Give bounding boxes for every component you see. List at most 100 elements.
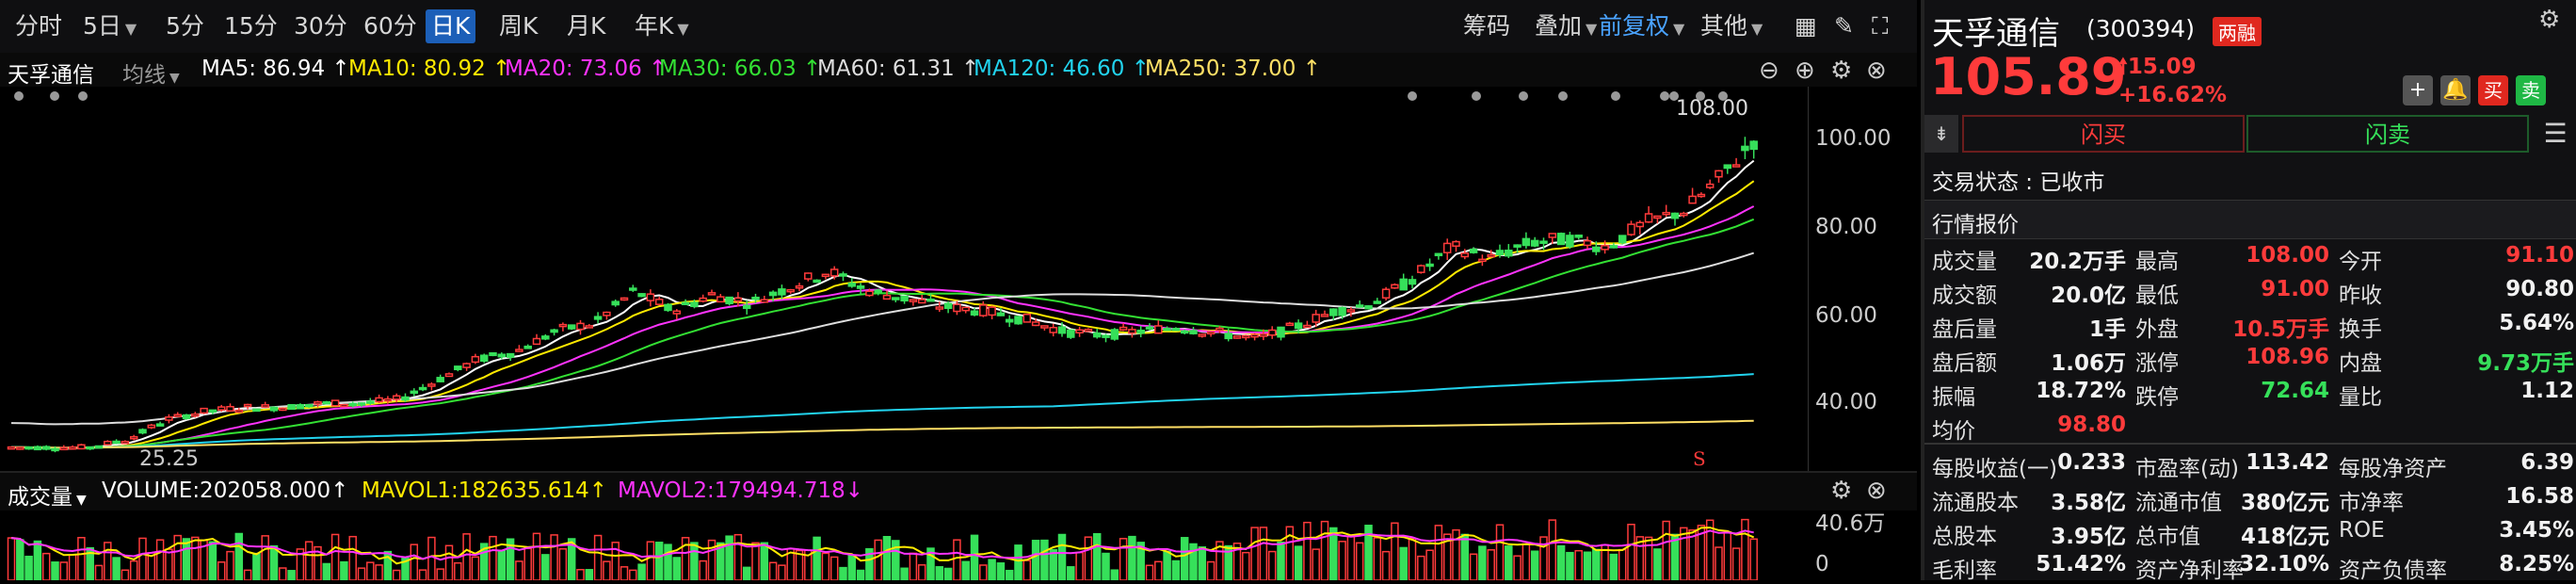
adjust-forward-button[interactable]: 前复权 ▼: [1593, 9, 1690, 43]
candle-body: [637, 293, 646, 298]
add-watchlist-icon[interactable]: +: [2403, 75, 2433, 105]
candle-body: [1267, 329, 1277, 336]
volume-bar: [1460, 533, 1470, 580]
volume-bar: [813, 536, 821, 580]
event-marker-dot[interactable]: [1408, 91, 1417, 101]
volume-bar: [541, 554, 550, 580]
period-week-k[interactable]: 周K: [499, 12, 539, 40]
volume-y-top: 40.6万: [1815, 511, 1886, 536]
candle-body: [252, 408, 261, 413]
zoom-in-icon[interactable]: ⊕: [1795, 57, 1815, 85]
panel-settings-icon[interactable]: ⚙: [2538, 6, 2561, 34]
candle-body: [471, 355, 480, 364]
period-5day[interactable]: 5日 ▼: [77, 9, 142, 43]
candlestick-chart[interactable]: 108.00 25.25 S: [0, 87, 1808, 471]
event-marker-dot[interactable]: [1558, 91, 1568, 101]
volume-label: 成交量: [8, 485, 72, 510]
event-marker-dot[interactable]: [1611, 91, 1620, 101]
flash-buy-button[interactable]: 闪买: [1962, 115, 2245, 153]
chips-button[interactable]: 筹码: [1463, 12, 1511, 40]
ma20-label: MA20: 73.06 ↑: [505, 57, 668, 81]
quote-value: 10.5万手: [2232, 317, 2329, 342]
ma-line-120: [10, 373, 1754, 449]
volume-bar: [1399, 546, 1408, 580]
volume-bar: [392, 569, 401, 580]
zoom-out-icon[interactable]: ⊖: [1759, 57, 1779, 85]
candle-body: [226, 405, 234, 412]
event-marker-dot[interactable]: [1718, 91, 1728, 101]
ma250-label: MA250: 37.00 ↑: [1145, 57, 1321, 81]
candle-body: [1092, 332, 1102, 338]
candle-body: [279, 407, 287, 412]
quote-value: 91.10: [2505, 243, 2574, 268]
volume-bar: [637, 563, 646, 580]
event-marker-dot[interactable]: [50, 91, 59, 101]
candle-body: [16, 446, 24, 450]
indicator-select[interactable]: 均线 ▼: [122, 57, 180, 89]
close-icon[interactable]: ⊗: [1866, 57, 1887, 85]
candle-body: [1067, 329, 1075, 338]
candle-body: [1145, 326, 1154, 330]
volume-bar: [1216, 541, 1224, 580]
event-marker-dot[interactable]: [1660, 91, 1669, 101]
volume-close-icon[interactable]: ⊗: [1866, 477, 1887, 505]
other-button[interactable]: 其他 ▼: [1695, 9, 1768, 43]
volume-bar: [68, 554, 77, 580]
candle-body: [1460, 252, 1470, 258]
menu-icon[interactable]: ☰: [2543, 118, 2568, 149]
candle-body: [988, 306, 996, 316]
candle-body: [7, 446, 16, 450]
period-year-k[interactable]: 年K ▼: [629, 9, 695, 43]
buy-button[interactable]: 买: [2478, 75, 2508, 105]
volume-bar: [1539, 536, 1548, 580]
volume-select[interactable]: 成交量 ▼: [8, 479, 87, 511]
candle-body: [1592, 246, 1601, 252]
event-marker-dot[interactable]: [1669, 91, 1679, 101]
period-month-k[interactable]: 月K: [567, 12, 606, 40]
candle-body: [935, 306, 944, 310]
candle-body: [1548, 233, 1557, 238]
settings-gear-icon[interactable]: ⚙: [1830, 57, 1853, 85]
flash-sell-button[interactable]: 闪卖: [2246, 115, 2529, 153]
volume-bar: [454, 561, 462, 580]
quote-label: 最高: [2135, 250, 2179, 274]
price-change-value: 15.09: [2127, 55, 2197, 79]
quote-value: 72.64: [2261, 379, 2329, 403]
volume-bar: [314, 545, 322, 580]
volume-bar: [1022, 560, 1032, 580]
candle-body: [366, 400, 375, 404]
volume-bar: [1505, 545, 1513, 580]
volume-settings-icon[interactable]: ⚙: [1830, 477, 1853, 505]
period-15min[interactable]: 15分: [224, 12, 278, 40]
volume-bar: [1592, 548, 1601, 580]
event-marker-dot[interactable]: [1472, 91, 1481, 101]
quote-value: 98.80: [2057, 413, 2126, 437]
event-marker-dot[interactable]: [14, 91, 24, 101]
quote-value: 8.25%: [2499, 552, 2574, 576]
quote-label: 流通市值: [2135, 491, 2222, 515]
candle-body: [1259, 333, 1268, 337]
period-day-k[interactable]: 日K: [426, 9, 476, 43]
candle-body: [629, 287, 637, 291]
fullscreen-icon[interactable]: ⛶: [1872, 12, 1889, 40]
quote-value: 20.2万手: [2029, 250, 2126, 274]
alert-bell-icon[interactable]: 🔔: [2440, 75, 2471, 105]
volume-bar: [1469, 553, 1478, 580]
period-intraday[interactable]: 分时: [15, 12, 63, 40]
period-5min[interactable]: 5分: [166, 12, 204, 40]
collapse-arrow-icon[interactable]: ⇟: [1924, 115, 1958, 153]
candle-body: [1102, 334, 1110, 338]
event-marker-dot[interactable]: [1519, 91, 1528, 101]
period-30min[interactable]: 30分: [294, 12, 347, 40]
stock-name: 天孚通信: [1932, 15, 2060, 53]
period-year-k-label: 年K: [635, 12, 674, 40]
sell-button[interactable]: 卖: [2516, 75, 2546, 105]
grid-layout-icon[interactable]: ▦: [1795, 12, 1817, 40]
event-marker-dot[interactable]: [78, 91, 88, 101]
candle-body: [217, 406, 226, 411]
draw-pen-icon[interactable]: ✎: [1834, 12, 1854, 40]
period-60min[interactable]: 60分: [363, 12, 417, 40]
volume-bar: [1618, 548, 1627, 580]
event-marker-dot[interactable]: [1696, 91, 1705, 101]
overlay-button[interactable]: 叠加 ▼: [1529, 9, 1602, 43]
